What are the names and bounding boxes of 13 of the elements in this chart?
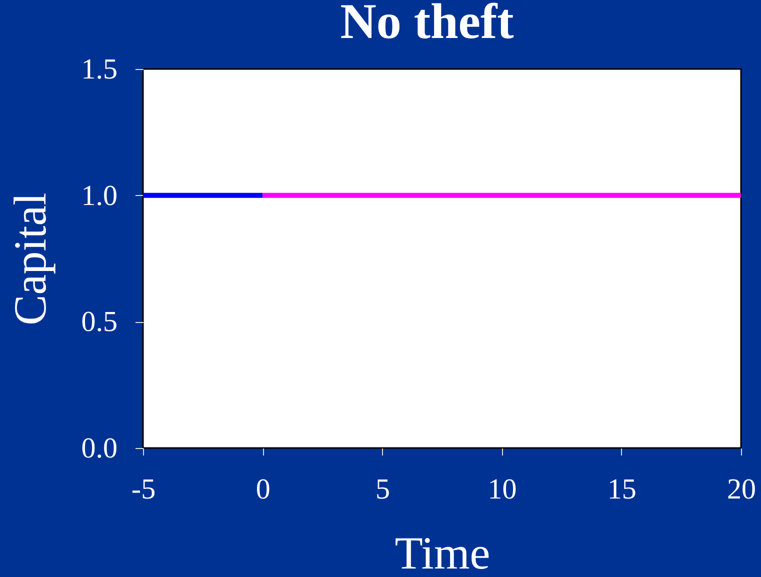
y-tick-label: 1.5: [81, 54, 118, 86]
x-axis-title: Time: [394, 528, 490, 577]
x-tick-label: 5: [375, 474, 390, 506]
x-tick-label: 15: [607, 474, 636, 506]
x-tick-label: 0: [256, 474, 270, 506]
y-tick-label: 0.0: [81, 432, 118, 464]
y-axis-title: Capital: [4, 192, 56, 326]
x-tick-label: 20: [727, 474, 756, 506]
chart-title: No theft: [340, 0, 514, 49]
x-tick-label: -5: [131, 474, 156, 506]
y-tick-label: 1.0: [81, 180, 118, 212]
x-tick-label: 10: [488, 474, 517, 506]
y-tick-label: 0.5: [81, 306, 118, 338]
